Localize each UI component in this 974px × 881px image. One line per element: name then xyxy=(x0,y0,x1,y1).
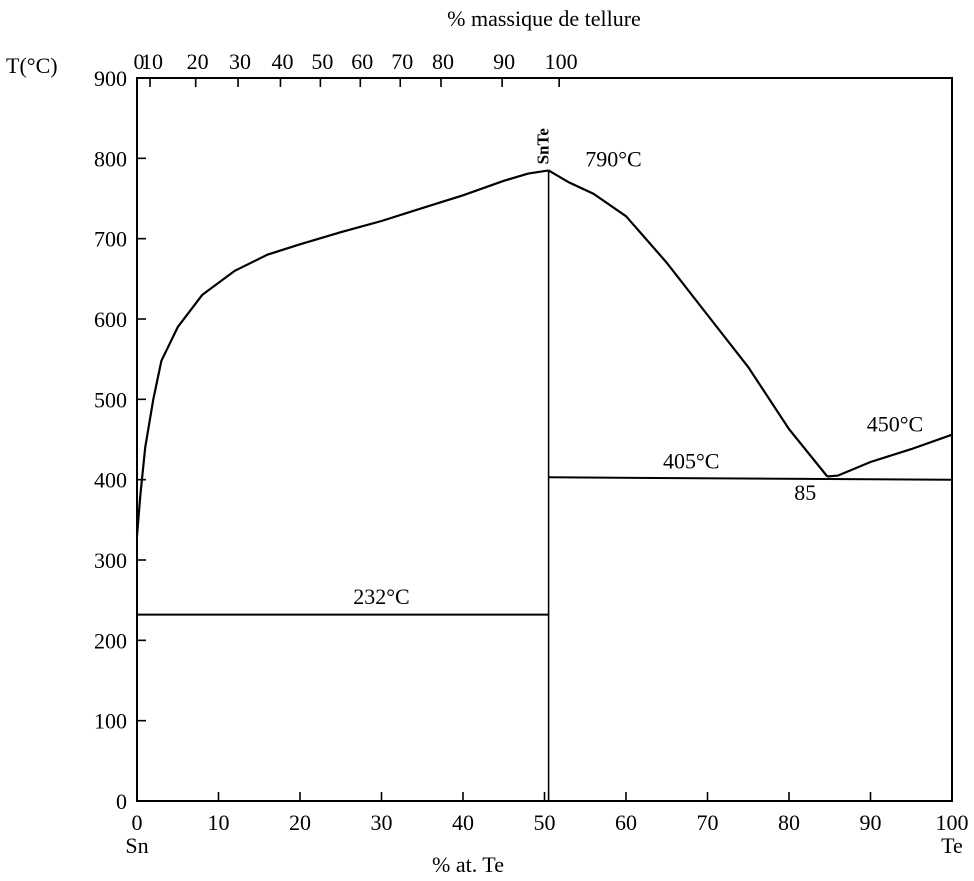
y-tick-label-300: 300 xyxy=(94,548,127,573)
y-tick-label-500: 500 xyxy=(94,387,127,412)
x-bottom-tick-label-40: 40 xyxy=(452,810,474,835)
y-tick-label-100: 100 xyxy=(94,709,127,734)
x-bottom-tick-label-100: 100 xyxy=(936,810,969,835)
annotation-85: 85 xyxy=(794,480,816,505)
y-tick-label-400: 400 xyxy=(94,468,127,493)
x-top-tick-label-10: 10 xyxy=(141,49,163,74)
x-top-tick-label-100: 100 xyxy=(545,49,578,74)
x-bottom-tick-label-0: 0 xyxy=(132,810,143,835)
x-bottom-tick-label-70: 70 xyxy=(697,810,719,835)
x-bottom-tick-label-50: 50 xyxy=(534,810,556,835)
y-tick-label-700: 700 xyxy=(94,227,127,252)
series-eutectic-snte-te xyxy=(548,476,953,481)
series-group xyxy=(135,169,953,801)
x-axis-bottom-title: % at. Te xyxy=(432,852,504,877)
x-top-tick-label-90: 90 xyxy=(493,49,515,74)
annotation-790C: 790°C xyxy=(585,146,641,171)
annotation-SnTe: SnTe xyxy=(534,128,553,165)
ticks-group xyxy=(136,77,953,802)
y-tick-label-900: 900 xyxy=(94,66,127,91)
x-top-tick-label-40: 40 xyxy=(271,49,293,74)
x-top-tick-label-30: 30 xyxy=(229,49,251,74)
sn-end-label: Sn xyxy=(125,833,148,858)
y-tick-label-800: 800 xyxy=(94,146,127,171)
annotation-405C: 405°C xyxy=(663,448,719,473)
x-top-tick-label-0: 0 xyxy=(134,49,145,74)
y-axis-title: T(°C) xyxy=(6,53,58,78)
annotation-232C: 232°C xyxy=(353,584,409,609)
x-top-tick-label-80: 80 xyxy=(432,49,454,74)
x-top-tick-label-60: 60 xyxy=(351,49,373,74)
x-top-tick-label-20: 20 xyxy=(187,49,209,74)
annotation-450C: 450°C xyxy=(867,411,923,436)
x-bottom-tick-label-20: 20 xyxy=(289,810,311,835)
te-end-label: Te xyxy=(941,833,963,858)
x-axis-top-title: % massique de tellure xyxy=(447,6,641,31)
y-tick-label-200: 200 xyxy=(94,628,127,653)
x-bottom-tick-label-80: 80 xyxy=(778,810,800,835)
x-top-tick-label-50: 50 xyxy=(311,49,333,74)
plot-frame-group xyxy=(136,77,953,802)
series-liquidus-sn-side xyxy=(135,169,549,536)
plot-frame xyxy=(136,77,953,802)
y-tick-label-0: 0 xyxy=(116,789,127,814)
x-bottom-tick-label-90: 90 xyxy=(860,810,882,835)
y-tick-label-600: 600 xyxy=(94,307,127,332)
x-bottom-tick-label-30: 30 xyxy=(371,810,393,835)
series-liquidus-snte-to-eutectic xyxy=(548,169,829,478)
x-bottom-tick-label-60: 60 xyxy=(615,810,637,835)
x-bottom-tick-label-10: 10 xyxy=(208,810,230,835)
x-top-tick-label-70: 70 xyxy=(391,49,413,74)
series-liquidus-te-side xyxy=(827,433,953,478)
